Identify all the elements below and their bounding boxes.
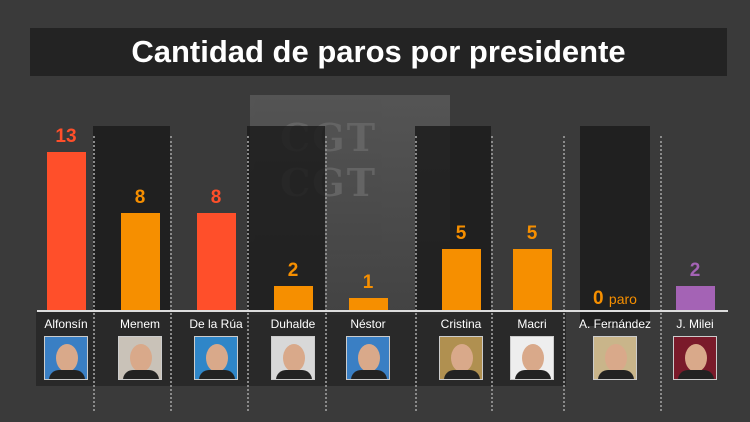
value-number: 8	[210, 186, 222, 208]
divider-dotted-line	[415, 136, 417, 411]
category-label: J. Milei	[676, 317, 714, 331]
bar-1	[120, 212, 160, 310]
bar-3	[273, 285, 313, 310]
column-band	[247, 126, 325, 312]
bar-4	[348, 297, 388, 310]
value-label: 5	[492, 223, 572, 245]
category-label: Cristina	[440, 317, 482, 331]
divider-dotted-line	[93, 136, 95, 411]
value-label: 8	[176, 187, 256, 209]
president-photo	[510, 336, 554, 380]
value-number: 8	[134, 186, 146, 208]
president-photo	[593, 336, 637, 380]
value-number: 0	[593, 288, 604, 309]
divider-dotted-line	[325, 136, 327, 411]
president-photo	[44, 336, 88, 380]
chart-title: Cantidad de paros por presidente	[131, 34, 626, 69]
column-band	[580, 126, 650, 326]
category-label: A. Fernández	[578, 317, 652, 331]
value-number: 1	[362, 271, 374, 293]
divider-dotted-line	[491, 136, 493, 411]
category-label: Alfonsín	[44, 317, 88, 331]
value-number: 2	[287, 259, 299, 281]
president-photo	[439, 336, 483, 380]
value-label: 5	[421, 223, 501, 245]
president-photo	[346, 336, 390, 380]
president-photo	[271, 336, 315, 380]
category-label: Néstor	[350, 317, 386, 331]
president-photo	[118, 336, 162, 380]
value-suffix: paro	[608, 291, 637, 307]
title-bar: Cantidad de paros por presidente	[30, 28, 727, 76]
value-number: 13	[55, 126, 77, 147]
bar-8	[675, 285, 715, 310]
value-number: 5	[455, 223, 467, 245]
divider-dotted-line	[563, 136, 565, 411]
value-number: 5	[526, 223, 538, 245]
value-label: 2	[253, 260, 333, 282]
category-label: Duhalde	[270, 317, 316, 331]
divider-dotted-line	[660, 136, 662, 411]
bar-0	[46, 152, 86, 310]
value-label: 13	[26, 126, 106, 148]
bar-2	[196, 212, 236, 310]
bar-6	[512, 249, 552, 310]
value-label: 0 paro	[575, 288, 655, 310]
bar-5	[441, 249, 481, 310]
divider-dotted-line	[247, 136, 249, 411]
category-label: Menem	[119, 317, 160, 331]
divider-dotted-line	[170, 136, 172, 411]
value-label: 2	[655, 260, 735, 282]
category-label: De la Rúa	[189, 317, 243, 331]
president-photo	[194, 336, 238, 380]
x-axis-baseline	[37, 310, 728, 312]
value-number: 2	[689, 259, 701, 281]
category-label: Macri	[517, 317, 547, 331]
value-label: 8	[100, 187, 180, 209]
value-label: 1	[328, 272, 408, 294]
president-photo	[673, 336, 717, 380]
